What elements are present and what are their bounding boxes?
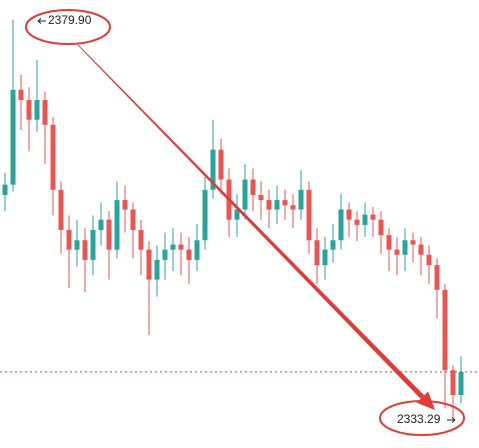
candle-body <box>58 189 64 230</box>
candle-body <box>210 149 216 190</box>
candle-body <box>386 235 392 250</box>
candle-body <box>378 219 384 236</box>
candle-body <box>42 100 48 125</box>
candles <box>2 19 464 419</box>
high-label: 2379.90 <box>48 13 92 27</box>
candle-body <box>330 240 336 250</box>
candle-body <box>170 244 176 250</box>
candle-body <box>394 249 400 255</box>
candle-body <box>202 189 208 241</box>
candle-body <box>34 100 40 120</box>
candle-body <box>18 89 24 101</box>
candle-body <box>2 184 8 195</box>
candle-body <box>178 244 184 250</box>
candle-body <box>410 240 416 245</box>
candle-body <box>298 189 304 210</box>
candle-body <box>290 205 296 210</box>
candle-body <box>434 265 440 290</box>
candle-body <box>186 249 192 260</box>
candle-body <box>10 89 16 185</box>
candle-body <box>346 209 352 220</box>
candle-body <box>146 249 152 280</box>
candle-body <box>306 189 312 241</box>
candle-body <box>362 214 368 225</box>
candle-body <box>82 240 88 260</box>
candle-body <box>442 289 448 371</box>
candle-body <box>122 200 128 210</box>
candle-body <box>450 370 456 395</box>
candle-body <box>162 249 168 260</box>
candle-body <box>74 240 80 250</box>
candle-body <box>250 179 256 195</box>
candle-body <box>242 179 248 210</box>
candle-body <box>274 200 280 210</box>
candle-body <box>402 240 408 255</box>
candle-body <box>418 244 424 255</box>
candle-body <box>114 200 120 250</box>
candle-body <box>218 149 224 180</box>
candle-body <box>194 240 200 260</box>
low-label: 2333.29 <box>397 412 441 426</box>
candle-body <box>314 240 320 266</box>
candle-body <box>26 100 32 120</box>
trend-arrow-shaft <box>77 44 425 399</box>
candle-body <box>266 200 272 210</box>
candle-body <box>234 209 240 220</box>
candle-body <box>154 259 160 280</box>
candle-body <box>90 229 96 260</box>
trend-arrow-head <box>416 391 435 410</box>
candle-body <box>50 124 56 190</box>
candle-body <box>258 194 264 201</box>
candle-body <box>338 209 344 241</box>
right-arrow <box>447 417 456 423</box>
candle-body <box>354 219 360 225</box>
candle-body <box>282 200 288 206</box>
candle-body <box>322 249 328 266</box>
candle-body <box>370 214 376 220</box>
candle-body <box>130 209 136 230</box>
candle-body <box>66 229 72 250</box>
candle-body <box>98 219 104 230</box>
candle-body <box>458 371 464 395</box>
candle-body <box>138 229 144 250</box>
left-arrow <box>37 18 46 24</box>
high-ellipse <box>25 9 111 45</box>
candle-body <box>426 254 432 266</box>
candle-body <box>106 219 112 250</box>
